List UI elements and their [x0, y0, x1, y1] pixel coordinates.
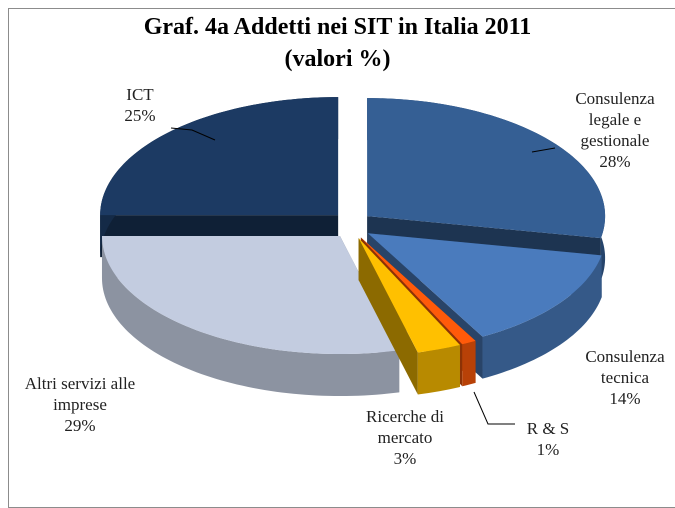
slice-top: [367, 98, 606, 239]
slice-wall: [101, 236, 400, 397]
category-name: ICT: [126, 85, 154, 104]
pie-slice: [358, 238, 460, 395]
category-name: Altri servizi alle imprese: [24, 374, 136, 414]
value-label: 28%: [599, 152, 631, 171]
leader-line: [473, 391, 515, 425]
pie-area: [100, 97, 606, 425]
slice-top: [100, 97, 339, 216]
slice-side: [358, 238, 418, 395]
slice-top: [101, 236, 400, 355]
data-label: R & S 1%: [488, 418, 608, 460]
value-label: 29%: [64, 416, 96, 435]
data-label: ICT 25%: [80, 84, 200, 126]
category-name: Consulenza tecnica: [585, 347, 665, 387]
category-name: R & S: [526, 419, 570, 438]
slice-wall: [417, 344, 460, 395]
slice-top: [358, 238, 460, 353]
data-label: Ricerche di mercato 3%: [345, 406, 465, 469]
data-label: Altri servizi alle imprese 29%: [20, 373, 140, 436]
value-label: 14%: [609, 389, 641, 408]
slice-wall: [462, 340, 476, 387]
leader-line: [170, 127, 216, 141]
data-label: Consulenza legale e gestionale 28%: [555, 88, 675, 172]
slice-wall: [482, 255, 602, 379]
slice-top: [367, 233, 602, 337]
data-label: Consulenza tecnica 14%: [565, 346, 675, 409]
value-label: 1%: [536, 440, 560, 459]
category-name: Consulenza legale e gestionale: [575, 89, 655, 150]
chart-title: Graf. 4a Addetti nei SIT in Italia 2011: [143, 14, 532, 40]
value-label: 3%: [393, 449, 417, 468]
slice-top: [360, 237, 476, 345]
chart: Graf. 4a Addetti nei SIT in Italia 2011 …: [8, 8, 675, 508]
chart-subtitle: (valori %): [284, 46, 391, 72]
leader-lines: [170, 127, 556, 425]
category-name: Ricerche di mercato: [366, 407, 444, 447]
pie-slice: [101, 236, 400, 397]
value-label: 25%: [124, 106, 156, 125]
leader-line: [531, 147, 556, 153]
